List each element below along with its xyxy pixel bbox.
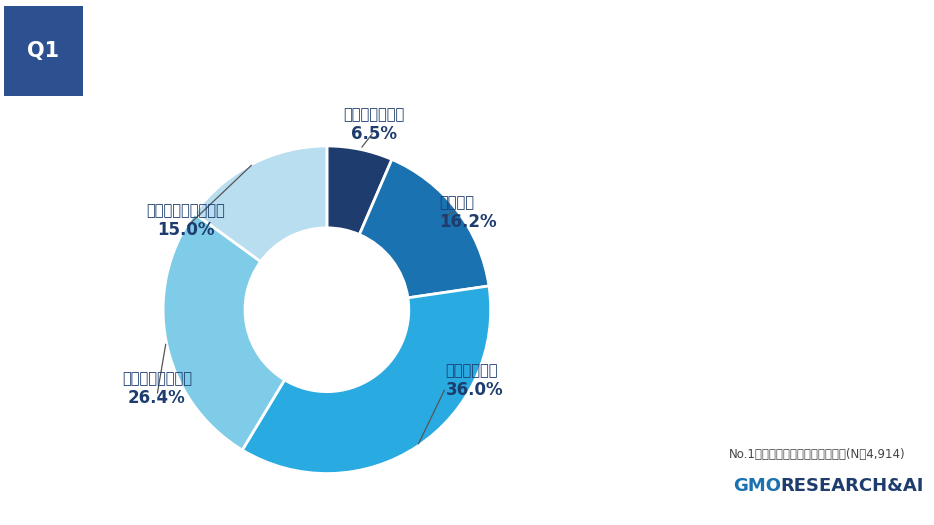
Text: 15.0%: 15.0% (157, 221, 215, 239)
Text: やや影響する: やや影響する (446, 363, 498, 378)
Text: 26.4%: 26.4% (128, 389, 186, 407)
Text: 6.5%: 6.5% (351, 124, 397, 143)
Text: Q1: Q1 (27, 41, 60, 61)
Text: 影響する: 影響する (440, 195, 474, 210)
Text: RESEARCH&AI: RESEARCH&AI (780, 477, 924, 495)
Text: まったく影響しない: まったく影響しない (147, 203, 225, 218)
Text: 36.0%: 36.0% (446, 381, 503, 398)
Wedge shape (327, 146, 392, 235)
Text: 購入の動機にどのくらい影響されますか？: 購入の動機にどのくらい影響されますか？ (92, 70, 250, 84)
FancyBboxPatch shape (4, 6, 83, 96)
Wedge shape (242, 286, 490, 474)
Text: かなり影響する: かなり影響する (344, 107, 404, 122)
Text: No.1表記・広告に関する実態調査(N＝4,914): No.1表記・広告に関する実態調査(N＝4,914) (729, 448, 906, 460)
Text: 16.2%: 16.2% (440, 213, 497, 230)
Wedge shape (360, 160, 489, 298)
Text: あまり影響しない: あまり影響しない (122, 371, 192, 386)
Text: GMO: GMO (733, 477, 781, 495)
Wedge shape (163, 213, 285, 450)
Text: 普段、商品・サービスを購入する際に、顧客満足度No.1、売上高No.1、シェアNo.1などの「No1」表記は: 普段、商品・サービスを購入する際に、顧客満足度No.1、売上高No.1、シェアN… (92, 26, 542, 40)
Wedge shape (194, 146, 327, 261)
